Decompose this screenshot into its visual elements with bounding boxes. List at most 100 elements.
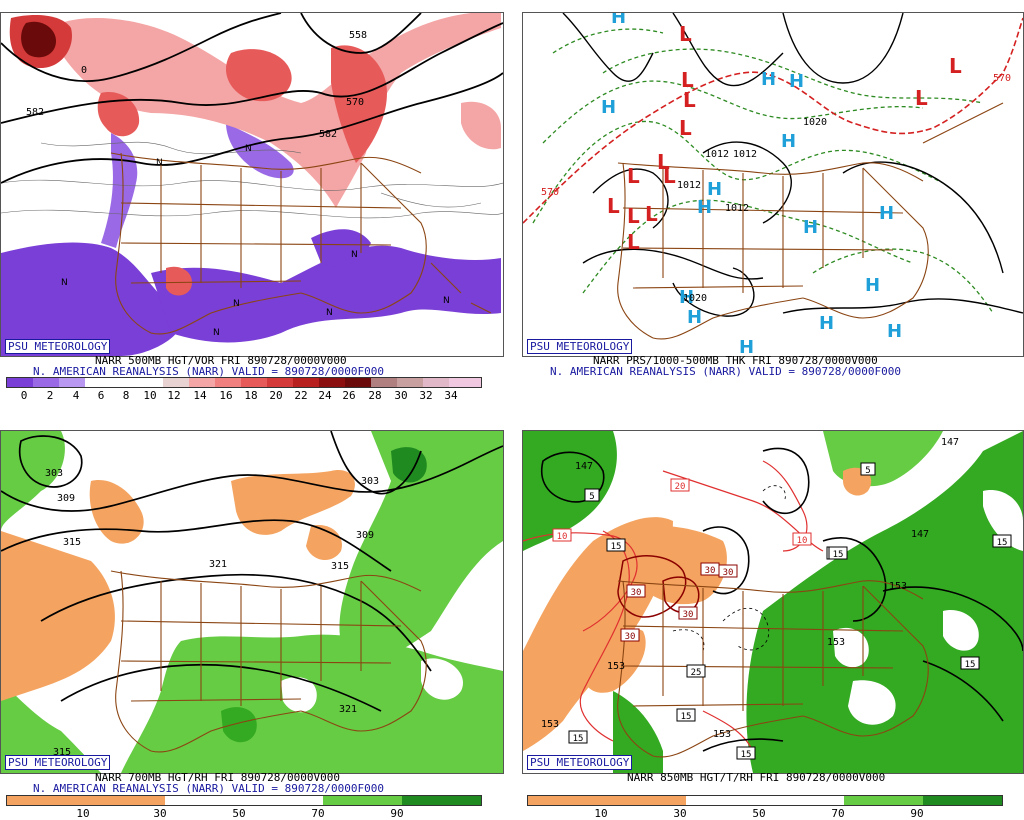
pos-vort-region-ne (331, 45, 387, 164)
svg-text:5: 5 (865, 466, 870, 476)
panel1-caption-title: NARR 500MB HGT/VOR FRI 890728/0000V000 (95, 354, 347, 367)
neg-center-marker: N (351, 250, 358, 260)
dry-region-high-plains (623, 525, 727, 605)
low-pressure-center: L (627, 204, 640, 228)
contour-label: 309 (57, 493, 75, 504)
high-pressure-center: H (761, 69, 776, 90)
svg-text:15: 15 (573, 734, 584, 744)
pos-vort-max-nw (21, 21, 56, 58)
low-pressure-center: L (949, 54, 962, 78)
panel-500mb-vorticity: N N N N N N N N 558 582 570 582 0 PSU ME… (0, 12, 504, 357)
moist-region-west-pacific (1, 431, 65, 531)
contour-label: 309 (356, 530, 374, 541)
high-pressure-center: H (679, 287, 694, 308)
pos-vort-spot-sw (166, 266, 192, 296)
contour-label: 315 (53, 747, 71, 758)
contour-label: 153 (713, 729, 731, 740)
panel2-caption-title: NARR PRS/1000-500MB THK FRI 890728/0000V… (593, 354, 878, 367)
high-pressure-center: H (781, 131, 796, 152)
panel1-colorbar (6, 377, 482, 388)
low-pressure-center: L (663, 164, 676, 188)
contour-label: 582 (26, 107, 44, 118)
contour-label: 147 (911, 529, 929, 540)
svg-text:30: 30 (723, 568, 734, 578)
contour-label: 303 (361, 476, 379, 487)
rh850-map: 147 153 153 153 147 153 153 147 5 10 15 … (523, 431, 1023, 773)
svg-text:15: 15 (965, 660, 976, 670)
svg-text:10: 10 (797, 536, 808, 546)
high-pressure-center: H (865, 275, 880, 296)
svg-text:15: 15 (741, 750, 752, 760)
high-pressure-center: H (611, 13, 626, 28)
pos-vort-region-north (61, 13, 501, 208)
moist-region-core-2 (221, 707, 257, 743)
moist-region-core (391, 447, 427, 483)
svg-text:15: 15 (611, 542, 622, 552)
neg-center-marker: N (326, 308, 333, 318)
neg-center-marker: N (233, 299, 240, 309)
high-pressure-center: H (819, 313, 834, 334)
high-pressure-center: H (601, 97, 616, 118)
svg-text:10: 10 (557, 532, 568, 542)
panel4-caption-title: NARR 850MB HGT/T/RH FRI 890728/0000V000 (627, 771, 886, 784)
moist-region-west (1, 681, 101, 773)
temp-box-label: 30 (620, 628, 640, 642)
contour-label: 315 (331, 561, 349, 572)
neg-center-marker: N (61, 278, 68, 288)
low-pressure-center: L (679, 22, 692, 46)
svg-text:15: 15 (523, 431, 528, 434)
neg-vort-region-plains (101, 133, 138, 248)
psu-meteorology-badge: PSU METEOROLOGY (527, 755, 633, 770)
psu-meteorology-badge: PSU METEOROLOGY (527, 339, 633, 354)
contour-label: 321 (209, 559, 227, 570)
low-pressure-center: L (645, 202, 658, 226)
pos-vort-region-pacific (97, 92, 140, 137)
pos-vort-region-canada (226, 49, 292, 102)
temp-box-label: 5 (584, 488, 600, 502)
panel2-caption-valid: N. AMERICAN REANALYSIS (NARR) VALID = 89… (550, 365, 901, 378)
svg-text:30: 30 (705, 566, 716, 576)
svg-text:30: 30 (683, 610, 694, 620)
panel4-colorbar (527, 795, 1003, 806)
svg-text:20: 20 (675, 482, 686, 492)
temp-box-label: 30 (678, 606, 698, 620)
low-pressure-center: L (627, 164, 640, 188)
moist-region-southwest (613, 691, 663, 773)
temp-box-label: 30 (626, 584, 646, 598)
high-pressure-center: H (739, 337, 754, 356)
high-pressure-center: H (707, 179, 722, 200)
high-pressure-center: H (697, 197, 712, 218)
moist-region-east (746, 431, 1023, 773)
pressure-map: L L L L L L L L L L L L L H H H H H H H … (523, 13, 1023, 356)
panel3-colorbar (6, 795, 482, 806)
panel3-colorbar-ticks: 10 30 50 70 90 (76, 807, 404, 820)
panel3-caption-title: NARR 700MB HGT/RH FRI 890728/0000V000 (95, 771, 341, 784)
svg-text:15: 15 (681, 712, 692, 722)
contour-label: 147 (575, 461, 593, 472)
svg-text:15: 15 (997, 538, 1008, 548)
pos-vort-region-atlantic (461, 101, 501, 150)
high-pressure-center: H (803, 217, 818, 238)
contour-label: 570 (346, 97, 364, 108)
dry-region-north (89, 480, 144, 544)
high-pressure-center: H (687, 307, 702, 328)
contour-label: 582 (319, 129, 337, 140)
panel-850mb-t-rh: 147 153 153 153 147 153 153 147 5 10 15 … (522, 430, 1024, 774)
low-pressure-center: L (627, 230, 640, 254)
contour-label: 153 (607, 661, 625, 672)
contour-label: 153 (827, 637, 845, 648)
panel1-caption-valid: N. AMERICAN REANALYSIS (NARR) VALID = 89… (33, 365, 384, 378)
neg-vort-region-west (1, 242, 183, 356)
psu-meteorology-badge: PSU METEOROLOGY (5, 339, 111, 354)
contour-label: 147 (941, 437, 959, 448)
vorticity-map: N N N N N N N N 558 582 570 582 0 (1, 13, 503, 356)
neg-center-marker: N (156, 158, 163, 168)
low-pressure-center: L (683, 88, 696, 112)
contour-label: 1020 (803, 117, 827, 128)
contour-label: 1020 (683, 293, 707, 304)
temp-box-label: 15 (676, 708, 696, 722)
temp-box-label: 15 (523, 431, 528, 434)
high-pressure-center: H (887, 321, 902, 342)
temp-box-label: 10 (792, 532, 812, 546)
psu-meteorology-badge: PSU METEOROLOGY (5, 755, 111, 770)
